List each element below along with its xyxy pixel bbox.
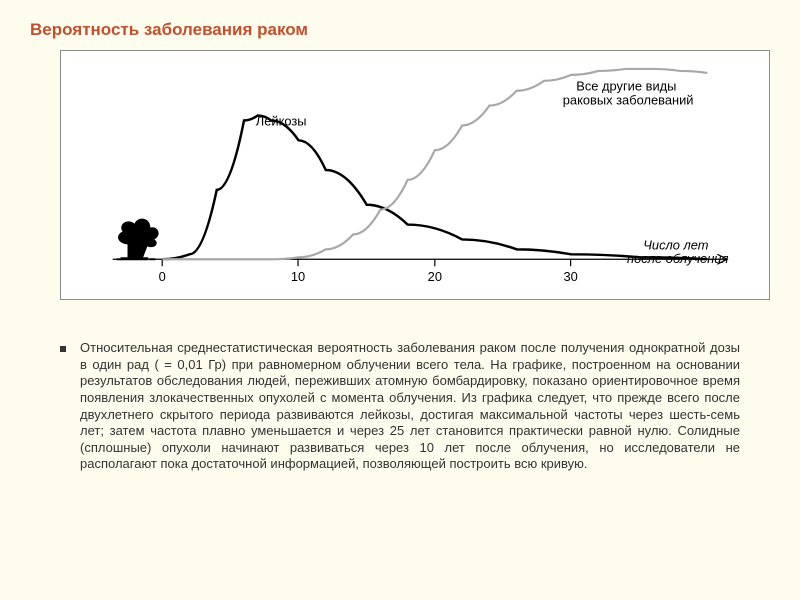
mushroom-cloud-icon	[117, 219, 159, 261]
bullet-icon	[60, 346, 66, 352]
x-tick-label-10: 10	[291, 269, 305, 284]
slide: Вероятность заболевания раком 0 10 20 3	[0, 0, 800, 600]
x-tick-30: 30	[563, 259, 577, 284]
chart-panel: 0 10 20 30 Число лет после облучения	[60, 50, 770, 300]
x-axis-label: Число лет после облучения	[627, 237, 728, 266]
bullet-row: Относительная среднестатистическая вероя…	[60, 340, 740, 473]
x-tick-label-30: 30	[563, 269, 577, 284]
slide-title: Вероятность заболевания раком	[30, 20, 770, 40]
x-axis-label-line1: Число лет	[643, 237, 709, 252]
caption-block: Относительная среднестатистическая вероя…	[60, 340, 740, 473]
chart-svg: 0 10 20 30 Число лет после облучения	[71, 61, 759, 289]
x-tick-label-0: 0	[159, 269, 166, 284]
curve-leukemia	[162, 116, 707, 260]
label-leukemia: Лейкозы	[256, 113, 307, 128]
x-tick-10: 10	[291, 259, 305, 284]
x-tick-0: 0	[159, 259, 166, 284]
svg-text:Число лет после облу: Число лет после облучения	[627, 237, 728, 266]
label-other-cancers: Все другие виды раковых заболеваний	[563, 79, 694, 108]
x-tick-20: 20	[428, 259, 442, 284]
x-tick-label-20: 20	[428, 269, 442, 284]
caption-text: Относительная среднестатистическая вероя…	[80, 340, 740, 473]
label-other-line1: Все другие виды	[576, 79, 676, 94]
label-other-line2: раковых заболеваний	[563, 93, 694, 108]
